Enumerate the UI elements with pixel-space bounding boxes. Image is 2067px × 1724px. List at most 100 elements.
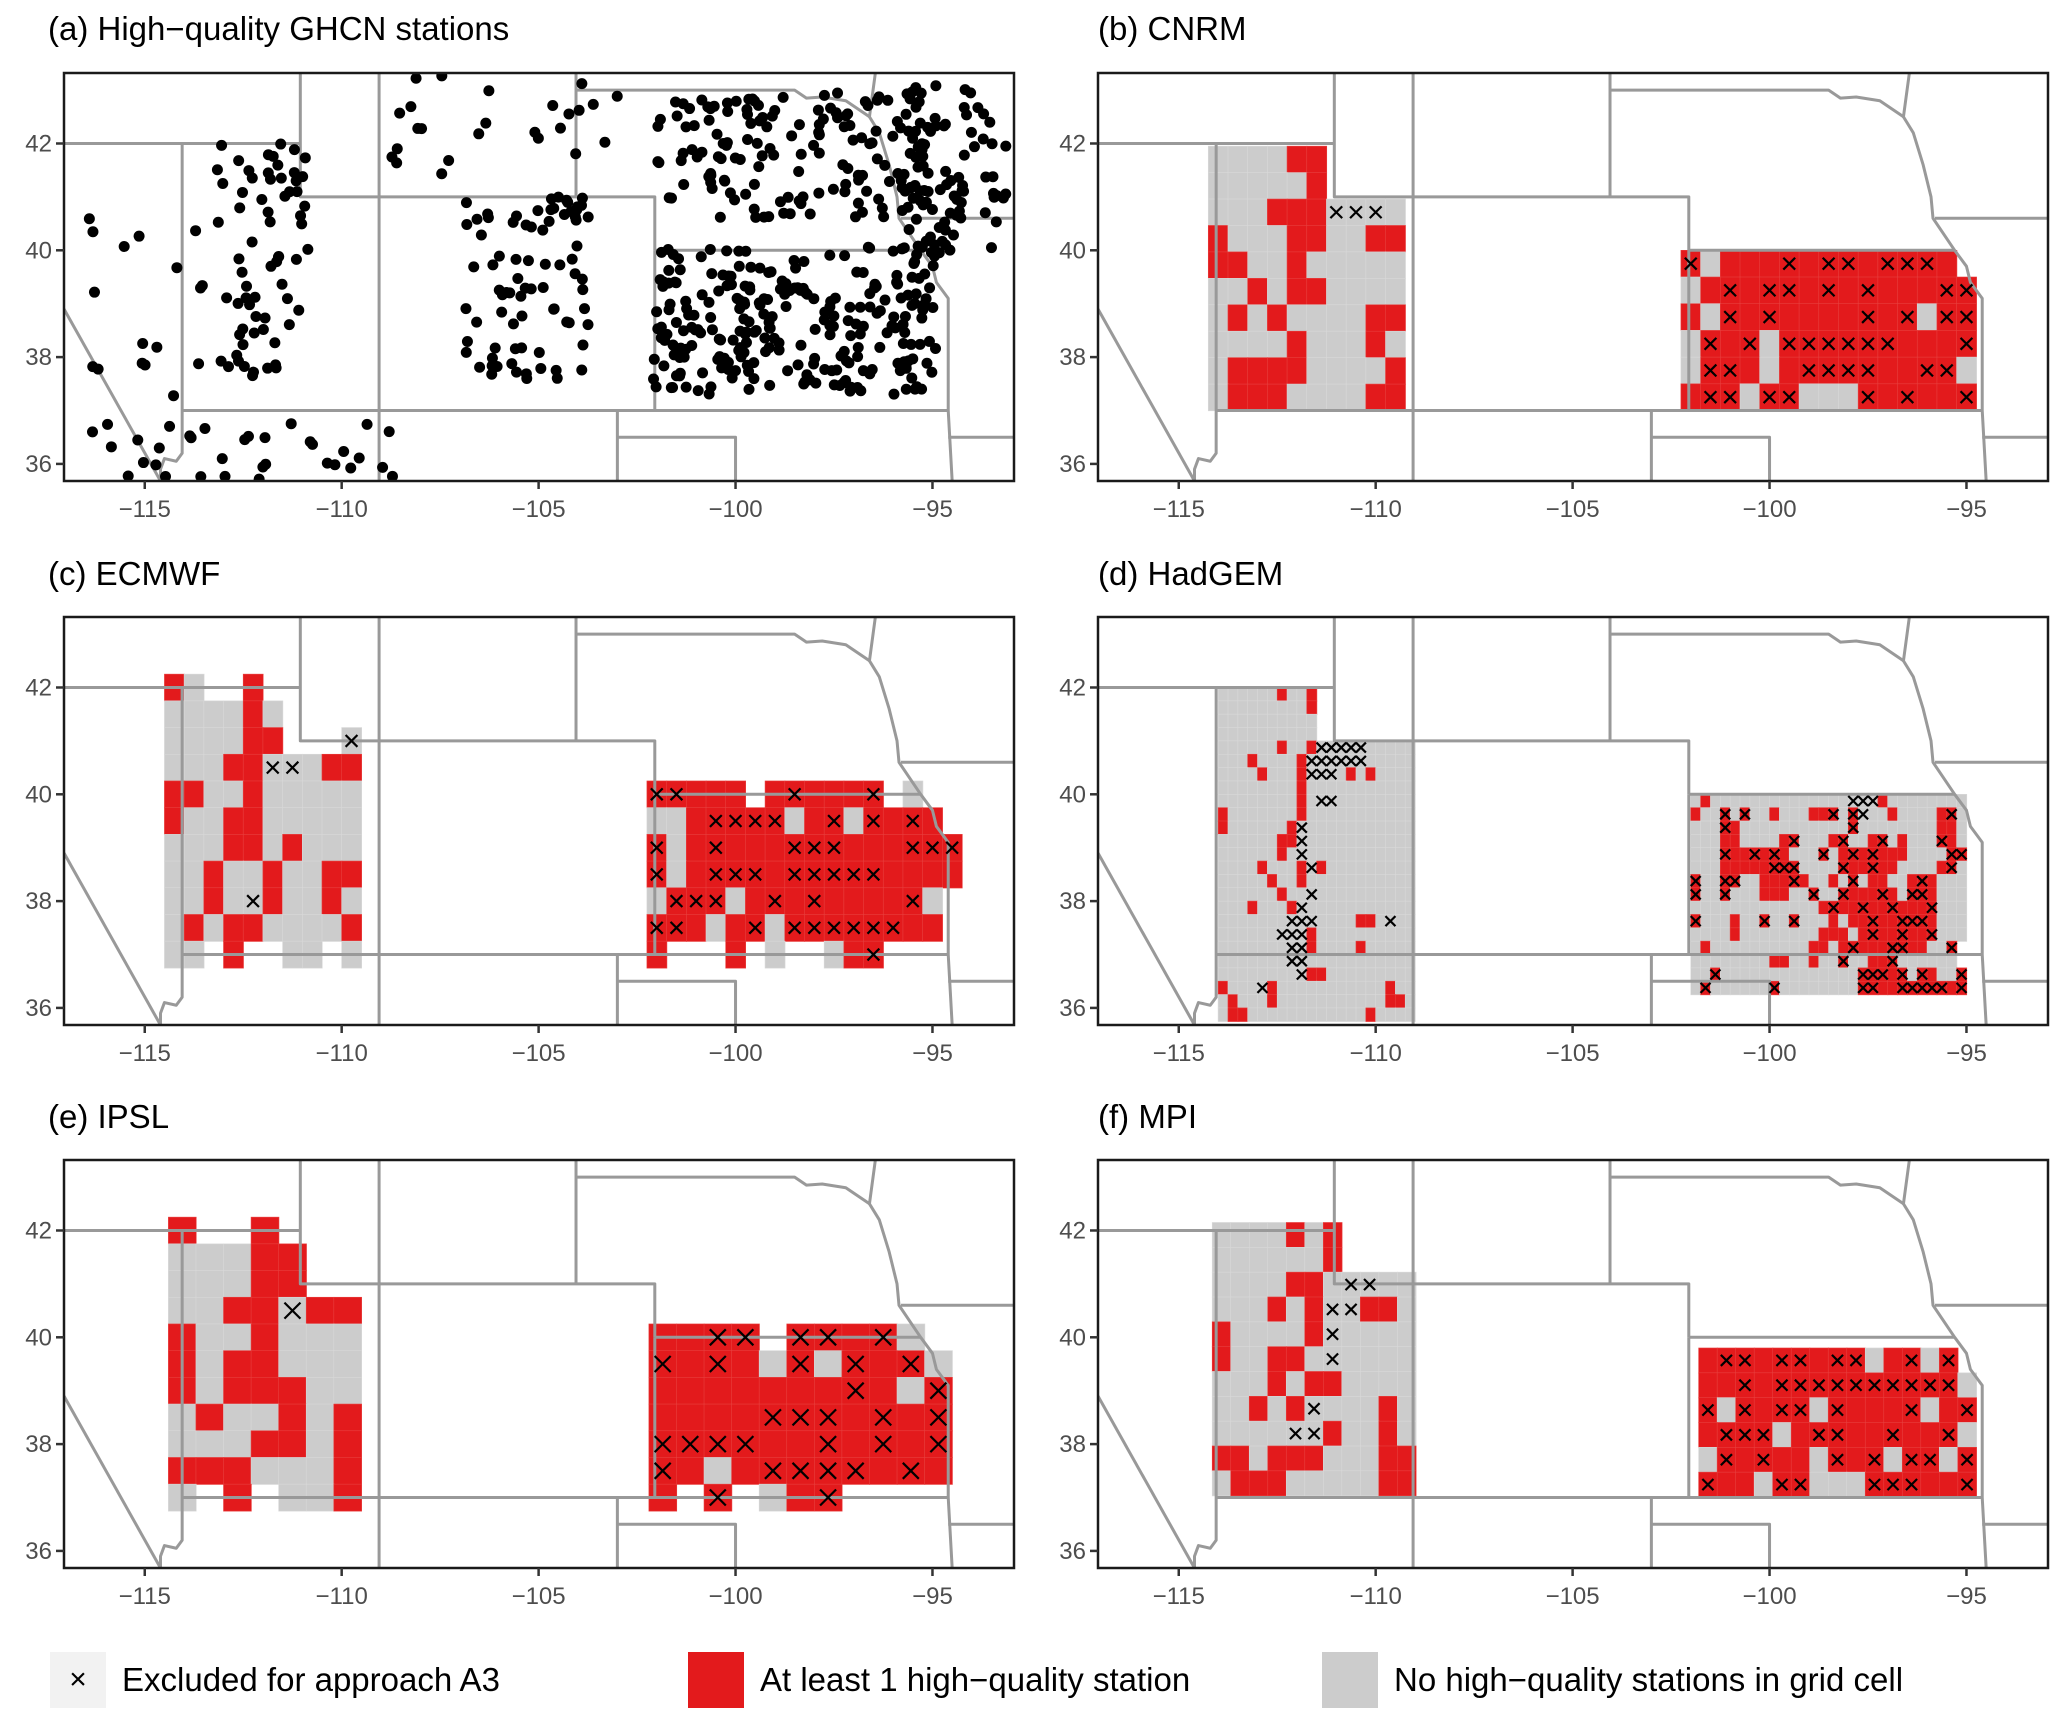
station-cell	[1846, 1397, 1866, 1424]
station-dot	[852, 351, 864, 363]
empty-cell	[1230, 1247, 1250, 1273]
excluded-x-mark	[1940, 310, 1954, 324]
state-border-line	[1098, 1395, 1196, 1568]
station-dot	[551, 372, 563, 384]
grid-utah	[1217, 687, 1416, 1022]
station-dot	[986, 138, 998, 150]
station-dot	[196, 280, 208, 292]
station-dot	[947, 229, 959, 241]
station-dot	[864, 301, 876, 313]
excluded-x-mark	[1886, 1478, 1900, 1491]
station-dot	[896, 243, 908, 255]
empty-cell	[1957, 1372, 1977, 1399]
station-dot	[900, 108, 912, 120]
station-dot	[743, 365, 755, 377]
x-tick-label: −100	[1743, 496, 1797, 523]
station-dot	[852, 197, 864, 209]
station-dot	[288, 167, 300, 179]
station-dot	[279, 190, 291, 202]
station-dot	[740, 337, 752, 349]
excluded-x-mark	[1960, 1403, 1974, 1417]
station-cell	[1304, 1371, 1324, 1397]
excluded-x-mark	[1289, 1427, 1302, 1440]
excluded-x-mark	[1305, 888, 1318, 901]
station-dot	[944, 207, 956, 219]
station-dot	[692, 385, 704, 397]
station-dot	[238, 360, 250, 372]
station-dot	[790, 262, 802, 274]
excluded-x-mark	[1945, 942, 1958, 954]
station-dot	[150, 459, 162, 471]
empty-cell	[1230, 1396, 1250, 1422]
station-dot	[827, 320, 839, 332]
legend-item-excluded: × Excluded for approach A3	[50, 1652, 500, 1708]
station-dot	[743, 93, 755, 105]
excluded-x-mark	[1802, 363, 1816, 378]
x-tick-label: −110	[1350, 1583, 1402, 1610]
station-dot	[547, 99, 559, 111]
station-dot	[668, 349, 680, 361]
y-tick-label: 36	[1059, 995, 1086, 1022]
station-dot	[295, 210, 307, 222]
station-dot	[768, 149, 780, 161]
x-tick-label: −95	[912, 1583, 953, 1610]
station-dot	[940, 165, 952, 177]
excluded-x-mark	[787, 841, 802, 855]
excluded-x-mark	[1701, 1403, 1715, 1417]
station-dot	[697, 367, 709, 379]
excluded-x-mark	[1296, 968, 1308, 981]
station-dot	[832, 87, 844, 99]
station-dot	[483, 85, 495, 97]
station-dot	[705, 381, 717, 393]
station-dot	[745, 117, 757, 129]
excluded-x-mark	[1923, 1453, 1937, 1467]
x-tick-label: −100	[709, 1040, 763, 1067]
empty-cell	[1864, 1347, 1885, 1374]
station-dot	[164, 420, 176, 432]
station-dot	[997, 192, 1009, 204]
excluded-x-mark	[1847, 821, 1860, 834]
station-dot	[856, 132, 868, 144]
x-tick-label: −105	[512, 496, 566, 523]
excluded-x-mark	[1286, 915, 1298, 927]
y-tick-label: 38	[25, 1431, 52, 1458]
y-tick-label: 36	[25, 451, 52, 478]
station-dot	[852, 341, 864, 353]
station-dot	[599, 136, 611, 148]
station-dot	[695, 251, 707, 263]
station-dot	[813, 187, 825, 199]
station-dot	[377, 461, 389, 473]
empty-cell	[1248, 1222, 1269, 1248]
station-dot	[837, 159, 849, 171]
excluded-x-mark	[906, 814, 920, 828]
state-borders	[1098, 617, 2048, 1025]
station-dot	[587, 98, 599, 110]
y-tick-label: 38	[1059, 344, 1086, 371]
station-dot	[748, 178, 760, 190]
station-dot	[221, 292, 233, 304]
station-dot	[774, 196, 786, 208]
station-dot	[842, 108, 854, 120]
station-dot	[897, 337, 909, 349]
excluded-x-mark	[1778, 861, 1791, 874]
excluded-x-mark	[1256, 982, 1269, 994]
station-dot	[793, 165, 805, 177]
station-dot	[153, 442, 165, 454]
station-dot	[910, 288, 922, 300]
empty-cell	[1404, 1007, 1416, 1022]
empty-cell	[1360, 1420, 1380, 1447]
station-dot	[744, 281, 756, 293]
empty-cell	[1322, 1445, 1343, 1472]
station-dot	[829, 292, 841, 304]
excluded-x-mark	[1345, 755, 1357, 767]
excluded-x-mark	[709, 814, 723, 828]
excluded-x-mark	[1719, 821, 1732, 834]
empty-cell	[1230, 1371, 1250, 1397]
x-tick-label: −115	[119, 496, 171, 523]
station-dot	[909, 180, 921, 192]
empty-cell	[1753, 1471, 1774, 1498]
station-dot	[611, 90, 623, 102]
y-tick-label: 40	[25, 781, 52, 808]
empty-cell	[1360, 1371, 1380, 1397]
empty-cell	[1230, 1321, 1250, 1348]
